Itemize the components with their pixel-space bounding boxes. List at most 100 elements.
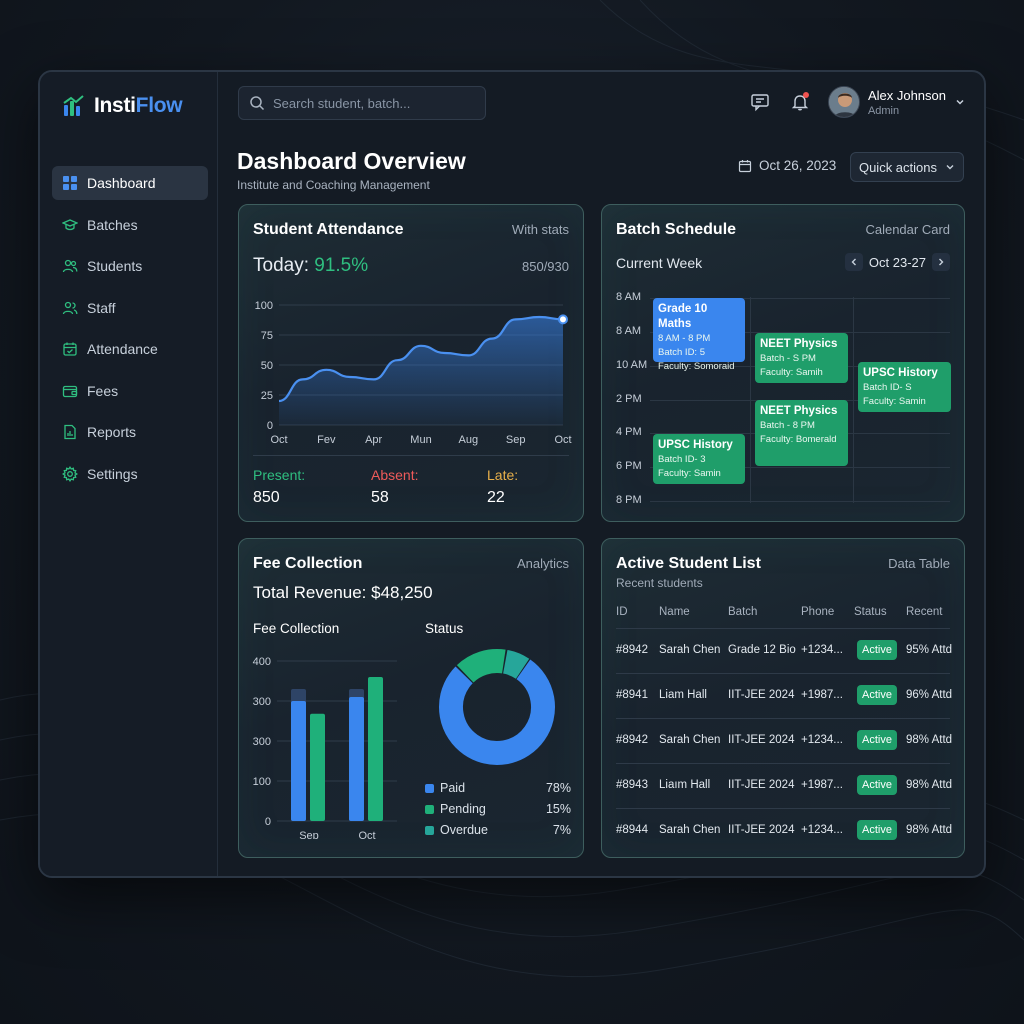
event-faculty: Faculty: Samin: [658, 468, 721, 479]
legend-pending: Pending 15%: [425, 802, 571, 816]
event-faculty: Faculty: Samih: [760, 367, 823, 378]
user-name: Alex Johnson: [867, 87, 946, 103]
x-tick-label: Oct: [554, 434, 571, 446]
notifications-button[interactable]: [788, 90, 812, 114]
cell-name: Sarah Chen: [659, 644, 721, 656]
sidebar-item-dashboard[interactable]: Dashboard: [52, 166, 208, 200]
present-stat: Present: 850: [253, 467, 305, 507]
column-header-phone[interactable]: Phone: [801, 606, 835, 618]
users-icon: [62, 259, 78, 273]
event-title: Grade 10 Maths: [658, 303, 708, 330]
fee-card: Fee Collection Analytics Total Revenue: …: [238, 538, 584, 858]
y-tick-label: 0: [265, 816, 271, 828]
search-input[interactable]: [273, 95, 473, 111]
sidebar-item-label: Reports: [87, 424, 137, 440]
today-label: Today:: [253, 255, 315, 276]
graduation-cap-icon: [62, 218, 78, 230]
schedule-event[interactable]: UPSC History Batch ID- S Faculty: Samin: [858, 362, 951, 412]
sidebar-item-staff[interactable]: Staff: [52, 291, 208, 325]
grid-line: [750, 297, 751, 503]
card-title: Fee Collection: [253, 555, 363, 572]
column-header-id[interactable]: ID: [616, 606, 628, 618]
table-row[interactable]: #8942 Sarah Chen IIT-JEE 2024 +1234... 98% A…: [616, 718, 952, 763]
y-tick-label: 400: [253, 656, 271, 668]
y-tick-label: 300: [253, 736, 271, 748]
schedule-event[interactable]: NEET Physics Batch - S PM Faculty: Samih: [755, 333, 848, 383]
cell-batch: Grade 12 Bio: [728, 644, 796, 656]
cell-id: #8943: [616, 779, 648, 791]
event-batch: Batch ID: 5: [658, 347, 705, 358]
legend-value: 78%: [545, 781, 571, 795]
grid-icon: [63, 176, 77, 190]
cell-name: Sarah Chen: [659, 824, 721, 836]
app-logo[interactable]: InstiFlow: [62, 94, 183, 118]
sidebar: InstiFlow Dashboard Batches Students Sta…: [40, 72, 218, 876]
cell-id: #8944: [616, 824, 648, 836]
user-menu[interactable]: Alex Johnson Admin: [827, 86, 966, 118]
grid-line: [650, 501, 950, 502]
schedule-event[interactable]: NEET Physics Batch - 8 PM Faculty: Bomer…: [755, 400, 848, 466]
status-badge: Active: [857, 775, 897, 795]
sidebar-item-fees[interactable]: Fees: [52, 374, 208, 408]
column-header-batch[interactable]: Batch: [728, 606, 758, 618]
column-header-recent[interactable]: Recent: [906, 606, 943, 618]
event-faculty: Faculty: Bomerald: [760, 434, 837, 445]
x-tick-label: Oct: [270, 434, 287, 446]
top-bar: Alex Johnson Admin: [218, 72, 984, 136]
schedule-card: Batch Schedule Calendar Card Current Wee…: [601, 204, 965, 522]
time-label: 10 AM: [616, 359, 648, 371]
event-batch: Batch ID- S: [863, 382, 912, 393]
next-week-button[interactable]: [932, 253, 950, 271]
late-stat: Late: 22: [487, 467, 518, 507]
column-header-status[interactable]: Status: [854, 606, 887, 618]
cell-id: #8941: [616, 689, 648, 701]
search-box[interactable]: [238, 86, 486, 120]
cell-phone: +1234...: [801, 824, 843, 836]
schedule-event[interactable]: Grade 10 Maths 8 AM - 8 PM Batch ID: 5 F…: [653, 298, 745, 372]
donut-chart-title: Status: [425, 621, 464, 636]
calendar-check-icon: [63, 342, 77, 356]
x-tick-label: Aug: [459, 434, 479, 446]
sidebar-item-attendance[interactable]: Attendance: [52, 332, 208, 366]
chevron-left-icon: [851, 258, 856, 266]
card-tag: Data Table: [888, 556, 950, 571]
cell-name: Sarah Chen: [659, 734, 721, 746]
event-batch: Batch ID- 3: [658, 454, 706, 465]
legend-paid: Paid 78%: [425, 781, 571, 795]
area-fill: [279, 317, 563, 425]
quick-actions-button[interactable]: Quick actions: [850, 152, 964, 182]
y-tick-label: 300: [253, 696, 271, 708]
column-header-name[interactable]: Name: [659, 606, 690, 618]
total-revenue: Total Revenue: $48,250: [253, 583, 433, 602]
sidebar-item-students[interactable]: Students: [52, 249, 208, 283]
table-row[interactable]: #8941 Liam Hall IIT-JEE 2024 +1987... 96% At…: [616, 673, 952, 718]
date-display[interactable]: Oct 26, 2023: [738, 158, 836, 173]
event-batch: Batch - S PM: [760, 353, 816, 364]
sidebar-item-batches[interactable]: Batches: [52, 208, 208, 242]
time-label: 8 AM: [616, 325, 642, 337]
chevron-right-icon: [939, 258, 944, 266]
table-row[interactable]: #8944 Sarah Chen IIT-JEE 2024 +1234... 98% A…: [616, 808, 952, 853]
sidebar-item-label: Fees: [87, 382, 119, 399]
y-tick-label: 100: [253, 776, 271, 788]
event-title: NEET Physics: [760, 338, 838, 350]
schedule-event[interactable]: UPSC History Batch ID- 3 Faculty: Samin: [653, 434, 745, 484]
sidebar-item-settings[interactable]: Settings: [52, 457, 208, 491]
sidebar-item-reports[interactable]: Reports: [52, 415, 208, 449]
attendance-chart: 100 75 50 25 0 Oct Fev Apr Mun Aug Sep Oct: [255, 300, 572, 446]
y-tick-label: 50: [261, 360, 273, 372]
table-row[interactable]: #8943 Liaım Hall IIT-JEE 2024 +1987... 98% A…: [616, 763, 952, 808]
card-title: Batch Schedule: [616, 221, 737, 238]
prev-week-button[interactable]: [844, 253, 863, 271]
late-value: 22: [487, 489, 505, 506]
grid-line: [650, 332, 950, 333]
grid-line: [650, 467, 950, 468]
event-faculty: Faculty: Samin: [863, 396, 926, 407]
table-row[interactable]: #8942 Sarah Chen Grade 12 Bio +1234... 95% A…: [616, 628, 952, 673]
messages-button[interactable]: [748, 90, 772, 114]
event-time: 8 AM - 8 PM: [658, 333, 711, 344]
card-tag: Calendar Card: [865, 222, 950, 237]
report-icon: [64, 424, 76, 440]
quick-actions-label: Quick actions: [858, 159, 938, 175]
event-title: UPSC History: [658, 439, 733, 451]
